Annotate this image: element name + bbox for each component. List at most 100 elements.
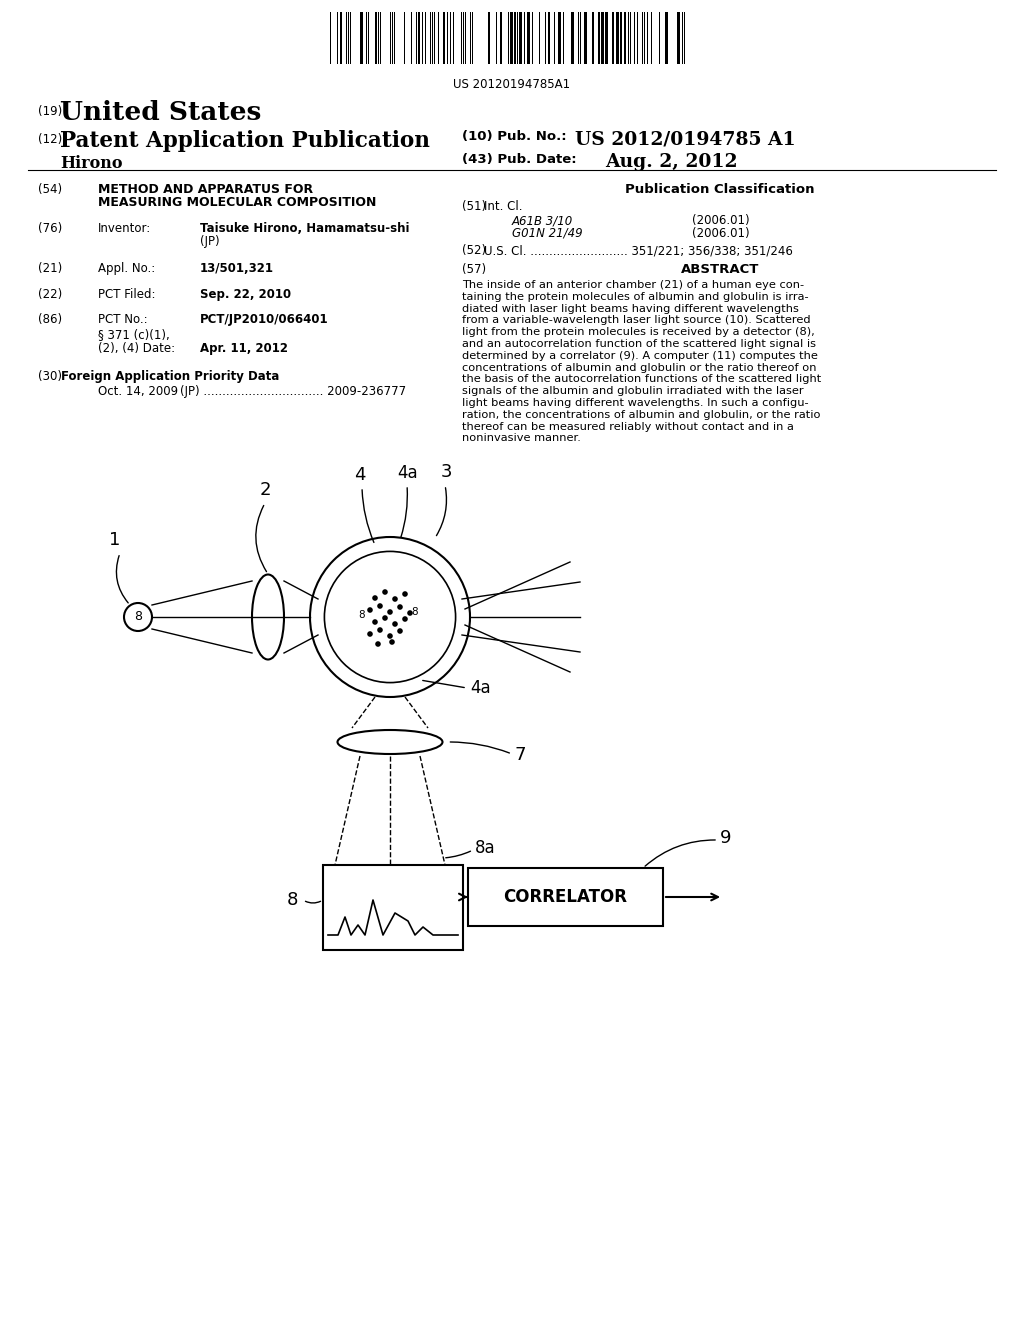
Bar: [665, 12, 668, 63]
Text: (54): (54): [38, 183, 62, 195]
Text: (2006.01): (2006.01): [692, 227, 750, 240]
Text: Taisuke Hirono, Hamamatsu-shi: Taisuke Hirono, Hamamatsu-shi: [200, 222, 410, 235]
Bar: [526, 12, 529, 63]
Text: (2), (4) Date:: (2), (4) Date:: [98, 342, 175, 355]
Text: PCT Filed:: PCT Filed:: [98, 288, 156, 301]
Text: light beams having different wavelengths. In such a configu-: light beams having different wavelengths…: [462, 399, 809, 408]
Circle shape: [382, 615, 388, 620]
Bar: [425, 12, 426, 63]
Circle shape: [397, 628, 402, 634]
Text: noninvasive manner.: noninvasive manner.: [462, 433, 581, 444]
Bar: [612, 12, 614, 63]
Text: 9: 9: [720, 829, 731, 847]
Text: 8: 8: [287, 891, 298, 909]
Text: (19): (19): [38, 106, 62, 117]
Text: signals of the albumin and globulin irradiated with the laser: signals of the albumin and globulin irra…: [462, 387, 804, 396]
Text: (52): (52): [462, 244, 486, 257]
Bar: [558, 12, 561, 63]
Bar: [571, 12, 574, 63]
Text: Appl. No.:: Appl. No.:: [98, 261, 156, 275]
Text: (10) Pub. No.:: (10) Pub. No.:: [462, 129, 566, 143]
Text: PCT No.:: PCT No.:: [98, 313, 147, 326]
Text: 1: 1: [110, 531, 121, 549]
Bar: [593, 12, 594, 63]
Bar: [621, 12, 622, 63]
Circle shape: [377, 627, 383, 632]
Text: Apr. 11, 2012: Apr. 11, 2012: [200, 342, 288, 355]
Bar: [418, 12, 420, 63]
Text: Aug. 2, 2012: Aug. 2, 2012: [605, 153, 737, 172]
Text: 4: 4: [354, 466, 366, 484]
Bar: [488, 12, 489, 63]
Circle shape: [368, 607, 373, 612]
Text: determined by a correlator (9). A computer (11) computes the: determined by a correlator (9). A comput…: [462, 351, 818, 360]
Bar: [616, 12, 620, 63]
Text: light from the protein molecules is received by a detector (8),: light from the protein molecules is rece…: [462, 327, 815, 337]
Circle shape: [402, 616, 408, 622]
Bar: [598, 12, 599, 63]
Text: 3: 3: [440, 463, 452, 480]
Bar: [514, 12, 515, 63]
Circle shape: [368, 631, 373, 636]
Text: US 20120194785A1: US 20120194785A1: [454, 78, 570, 91]
Circle shape: [402, 591, 408, 597]
Text: (43) Pub. Date:: (43) Pub. Date:: [462, 153, 577, 166]
Text: ration, the concentrations of albumin and globulin, or the ratio: ration, the concentrations of albumin an…: [462, 409, 820, 420]
Text: the basis of the autocorrelation functions of the scattered light: the basis of the autocorrelation functio…: [462, 375, 821, 384]
Bar: [450, 12, 452, 63]
Text: thereof can be measured reliably without contact and in a: thereof can be measured reliably without…: [462, 421, 794, 432]
Text: 7: 7: [515, 746, 526, 764]
Text: Oct. 14, 2009: Oct. 14, 2009: [98, 385, 178, 399]
Text: METHOD AND APPARATUS FOR: METHOD AND APPARATUS FOR: [98, 183, 313, 195]
Text: U.S. Cl. .......................... 351/221; 356/338; 351/246: U.S. Cl. .......................... 351/…: [484, 244, 793, 257]
Bar: [442, 12, 444, 63]
Text: (12): (12): [38, 133, 62, 147]
Text: (30): (30): [38, 370, 62, 383]
Circle shape: [408, 610, 413, 616]
Text: Inventor:: Inventor:: [98, 222, 152, 235]
Bar: [375, 12, 377, 63]
Text: United States: United States: [60, 100, 261, 125]
Text: CORRELATOR: CORRELATOR: [504, 888, 628, 906]
Text: US 2012/0194785 A1: US 2012/0194785 A1: [575, 129, 796, 148]
Bar: [548, 12, 550, 63]
Circle shape: [372, 619, 378, 624]
Bar: [600, 12, 603, 63]
Text: (86): (86): [38, 313, 62, 326]
Text: Sep. 22, 2010: Sep. 22, 2010: [200, 288, 291, 301]
Circle shape: [392, 622, 397, 627]
Circle shape: [377, 603, 383, 609]
Text: (21): (21): [38, 261, 62, 275]
Text: A61B 3/10: A61B 3/10: [512, 214, 573, 227]
Circle shape: [397, 605, 402, 610]
Text: Foreign Application Priority Data: Foreign Application Priority Data: [60, 370, 280, 383]
Text: G01N 21/49: G01N 21/49: [512, 227, 583, 240]
Text: 2: 2: [259, 480, 270, 499]
Circle shape: [389, 639, 395, 644]
Text: 8: 8: [412, 607, 419, 616]
Text: from a variable-wavelength laser light source (10). Scattered: from a variable-wavelength laser light s…: [462, 315, 811, 326]
Circle shape: [387, 610, 393, 615]
Text: § 371 (c)(1),: § 371 (c)(1),: [98, 327, 170, 341]
Text: 4a: 4a: [397, 465, 419, 482]
Bar: [359, 12, 362, 63]
Text: (2006.01): (2006.01): [692, 214, 750, 227]
Circle shape: [382, 589, 388, 595]
Text: 8a: 8a: [475, 840, 496, 857]
Text: (22): (22): [38, 288, 62, 301]
Bar: [518, 12, 521, 63]
Text: and an autocorrelation function of the scattered light signal is: and an autocorrelation function of the s…: [462, 339, 816, 348]
Bar: [624, 12, 626, 63]
Bar: [585, 12, 588, 63]
Text: (76): (76): [38, 222, 62, 235]
Text: Publication Classification: Publication Classification: [626, 183, 815, 195]
Text: 13/501,321: 13/501,321: [200, 261, 274, 275]
Text: ABSTRACT: ABSTRACT: [681, 263, 759, 276]
Text: 8: 8: [358, 610, 366, 620]
Circle shape: [387, 634, 393, 639]
Bar: [340, 12, 342, 63]
Text: 4a: 4a: [470, 678, 490, 697]
Bar: [380, 12, 381, 63]
Text: taining the protein molecules of albumin and globulin is irra-: taining the protein molecules of albumin…: [462, 292, 809, 302]
Bar: [468, 869, 663, 927]
